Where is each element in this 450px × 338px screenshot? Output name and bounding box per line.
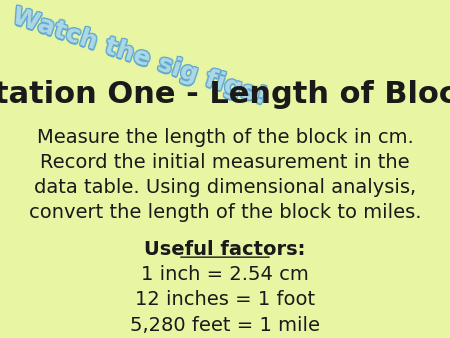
Text: 1 inch = 2.54 cm: 1 inch = 2.54 cm (141, 265, 309, 284)
Text: Watch the sig figs!: Watch the sig figs! (9, 5, 270, 111)
Text: Watch the sig figs!: Watch the sig figs! (8, 5, 268, 110)
Text: Watch the sig figs!: Watch the sig figs! (9, 6, 270, 111)
Text: Measure the length of the block in cm.
Record the initial measurement in the
dat: Measure the length of the block in cm. R… (29, 128, 421, 222)
Text: Watch the sig figs!: Watch the sig figs! (10, 5, 270, 110)
Text: Watch the sig figs!: Watch the sig figs! (9, 5, 270, 110)
Text: Watch the sig figs!: Watch the sig figs! (8, 5, 269, 111)
Text: Watch the sig figs!: Watch the sig figs! (8, 4, 269, 109)
Text: Watch the sig figs!: Watch the sig figs! (9, 3, 270, 108)
Text: Station One - Length of Block: Station One - Length of Block (0, 80, 450, 109)
Text: Useful factors:: Useful factors: (144, 240, 306, 259)
Text: 5,280 feet = 1 mile: 5,280 feet = 1 mile (130, 316, 320, 335)
Text: 12 inches = 1 foot: 12 inches = 1 foot (135, 290, 315, 309)
Text: Watch the sig figs!: Watch the sig figs! (9, 4, 270, 109)
